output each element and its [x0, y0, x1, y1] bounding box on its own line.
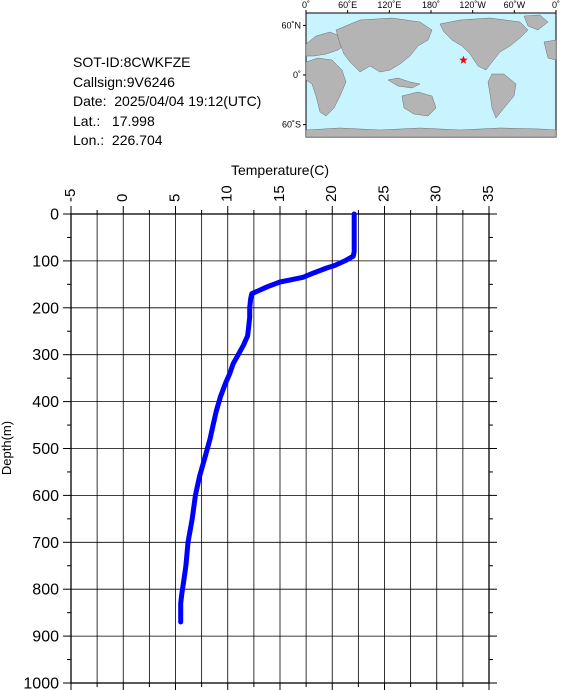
- map-land: [305, 14, 557, 138]
- sot-id-label: SOT-ID:: [73, 54, 124, 70]
- map-lat-label: 60˚N: [281, 20, 301, 30]
- x-tick-label: 35: [480, 185, 497, 202]
- x-tick-label: 20: [323, 185, 340, 202]
- map-lon-label: 120˚W: [459, 0, 486, 10]
- map-lat-label: 0˚: [293, 70, 301, 80]
- y-tick-label: 0: [50, 207, 59, 224]
- temperature-depth-plot: -5 0 5 10 15 20 25 30 35 01002003004005006007008…: [0, 162, 497, 690]
- lat-line: Lat.: 17.998: [73, 112, 261, 132]
- x-tick-label: 10: [219, 185, 236, 202]
- map-lat-label: 60˚S: [282, 120, 301, 130]
- temperature-profile-line: [178, 211, 357, 625]
- x-axis-label: Temperature(C): [231, 162, 329, 178]
- y-tick-label: 200: [32, 300, 59, 317]
- map-ticks: [303, 10, 557, 126]
- sot-id-line: SOT-ID:8CWKFZE: [73, 53, 261, 73]
- y-axis-label: Depth(m): [0, 421, 14, 475]
- y-tick-label: 900: [32, 629, 59, 646]
- map-indonesia: [387, 77, 421, 89]
- x-tick-label: 25: [375, 185, 392, 202]
- map-lon-label: 180˚: [422, 0, 440, 10]
- date-line: Date: 2025/04/04 19:12(UTC): [73, 92, 261, 112]
- date-value: 2025/04/04 19:12(UTC): [114, 93, 262, 109]
- lon-value: 226.704: [111, 132, 163, 148]
- map-africa: [305, 57, 347, 117]
- y-tick-label: 100: [32, 253, 59, 270]
- lat-value: 17.998: [111, 112, 155, 129]
- x-tick-label: 30: [428, 185, 445, 202]
- lon-label: Lon.:: [73, 132, 105, 148]
- y-tick-label: 600: [32, 488, 59, 505]
- x-tick-label: 0: [114, 194, 131, 202]
- y-tick-label: 700: [32, 535, 59, 552]
- y-tick-label: 400: [32, 394, 59, 411]
- map-australia: [401, 91, 437, 117]
- y-tick-label: 500: [32, 441, 59, 458]
- y-tick-label: 800: [32, 582, 59, 599]
- map-antarctica: [305, 127, 557, 138]
- callsign-line: Callsign:9V6246: [73, 73, 261, 93]
- callsign-label: Callsign:: [73, 73, 127, 90]
- map-asia: [335, 17, 433, 73]
- map-south-america: [487, 73, 517, 119]
- map-europe-east: [543, 39, 557, 61]
- y-tick-labels: 0 100 200 300 400 500 600 700 800 900 1000: [23, 207, 59, 690]
- y-tick-label: 1000: [23, 676, 59, 690]
- x-tick-label: 5: [166, 194, 183, 202]
- map-lon-label: 60˚W: [504, 0, 526, 10]
- map-lon-label: 0˚: [302, 0, 310, 10]
- callsign-value: 9V6246: [126, 73, 175, 90]
- map-greenland: [523, 14, 549, 31]
- lon-line: Lon.: 226.704: [73, 131, 261, 151]
- world-map: 0˚ 60˚E 120˚E 180˚ 120˚W 60˚W 0˚60˚N0˚60˚S: [281, 0, 560, 138]
- x-tick-label: -5: [62, 189, 79, 202]
- lat-label: Lat.:: [73, 112, 101, 129]
- position-star-icon: [459, 55, 468, 64]
- profile-info: SOT-ID:8CWKFZE Callsign:9V6246 Date: 202…: [73, 53, 261, 151]
- x-tick-label: 15: [271, 185, 288, 202]
- map-lon-label: 60˚E: [338, 0, 357, 10]
- x-tick-labels: -5 0 5 10 15 20 25 30 35: [62, 185, 497, 202]
- date-label: Date:: [73, 93, 107, 109]
- y-tick-label: 300: [32, 347, 59, 364]
- map-lon-label: 120˚E: [377, 0, 401, 10]
- sot-id-value: 8CWKFZE: [123, 54, 191, 70]
- map-labels: 0˚ 60˚E 120˚E 180˚ 120˚W 60˚W 0˚60˚N0˚60˚S: [281, 0, 560, 130]
- map-lon-label: 0˚: [552, 0, 560, 10]
- map-north-america: [439, 17, 529, 71]
